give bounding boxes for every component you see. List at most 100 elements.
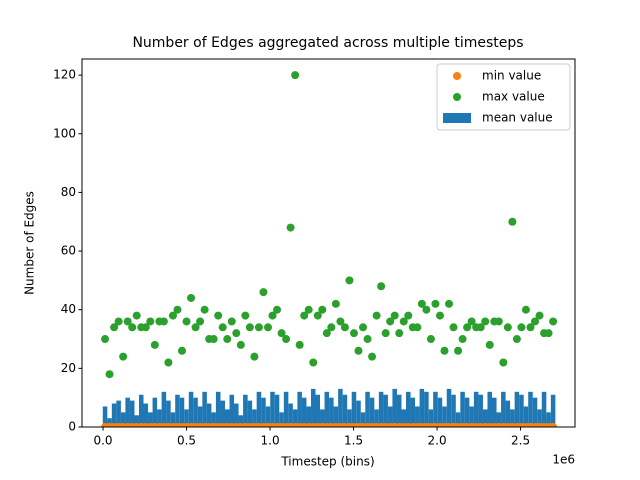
- bar: [523, 406, 529, 427]
- bar: [188, 391, 194, 427]
- point: [417, 299, 426, 308]
- point: [182, 317, 191, 326]
- bar: [550, 394, 556, 427]
- plot-area: [101, 71, 558, 427]
- point: [259, 288, 268, 297]
- point: [114, 317, 123, 326]
- point: [395, 329, 404, 338]
- bar: [469, 406, 474, 427]
- point: [146, 317, 155, 326]
- point: [300, 311, 309, 320]
- point: [123, 317, 132, 326]
- bar: [220, 400, 225, 427]
- bar: [206, 403, 212, 427]
- bar: [478, 394, 483, 427]
- bar: [111, 403, 117, 427]
- point: [110, 323, 119, 332]
- axes-frame: [81, 58, 576, 428]
- point: [359, 323, 368, 332]
- bar: [510, 409, 515, 427]
- point: [250, 352, 259, 361]
- point: [309, 358, 318, 367]
- point: [521, 305, 530, 314]
- bar: [301, 397, 307, 427]
- bar: [410, 397, 416, 427]
- bar: [347, 409, 352, 427]
- x-tick-label: 2.0: [428, 434, 447, 448]
- point: [132, 311, 141, 320]
- bar: [378, 391, 384, 427]
- bar: [406, 391, 411, 427]
- bar: [148, 412, 153, 427]
- y-tick-label: 100: [53, 126, 76, 140]
- point: [263, 323, 272, 332]
- point: [277, 329, 286, 338]
- bar: [360, 412, 366, 427]
- x-tick-label: 2.5: [511, 434, 530, 448]
- bar: [247, 400, 253, 427]
- bar: [387, 406, 393, 427]
- bar: [234, 403, 239, 427]
- bar: [541, 391, 547, 427]
- bar: [419, 388, 425, 427]
- point: [377, 282, 386, 291]
- bar: [170, 412, 176, 427]
- point: [445, 299, 454, 308]
- bar: [537, 409, 542, 427]
- y-tick-label: 40: [61, 302, 76, 316]
- x-axis-label: Timestep (bins): [280, 455, 374, 469]
- point: [345, 276, 354, 285]
- y-axis-label: Number of Edges: [23, 191, 37, 295]
- legend-swatch: [443, 113, 471, 123]
- bar: [396, 394, 402, 427]
- bar: [351, 391, 357, 427]
- x-tick-label: 0.0: [93, 434, 112, 448]
- point: [282, 335, 291, 344]
- bar: [261, 397, 266, 427]
- point: [101, 335, 110, 344]
- y-tick-label: 0: [68, 420, 76, 434]
- bar: [392, 388, 397, 427]
- bar: [310, 388, 316, 427]
- bar: [152, 397, 158, 427]
- bar: [129, 400, 135, 427]
- bar: [265, 406, 271, 427]
- point: [368, 352, 377, 361]
- point: [159, 317, 168, 326]
- bar: [107, 418, 112, 427]
- point: [196, 317, 205, 326]
- bar: [442, 406, 447, 427]
- point: [227, 317, 236, 326]
- bar: [383, 394, 388, 427]
- legend-label: min value: [482, 69, 541, 83]
- point: [318, 305, 327, 314]
- point: [426, 335, 435, 344]
- point: [485, 340, 494, 349]
- point: [481, 317, 490, 326]
- point: [431, 299, 440, 308]
- bar: [496, 412, 502, 427]
- bar: [338, 388, 343, 427]
- point: [463, 323, 472, 332]
- bar: [356, 400, 361, 427]
- point: [128, 323, 137, 332]
- bar: [157, 409, 162, 427]
- point: [517, 323, 526, 332]
- point: [105, 370, 114, 379]
- point: [449, 323, 458, 332]
- bar: [197, 406, 203, 427]
- point: [268, 311, 277, 320]
- point: [295, 340, 304, 349]
- bar: [315, 394, 321, 427]
- bar: [125, 397, 130, 427]
- bar: [306, 406, 311, 427]
- bar: [224, 409, 230, 427]
- bar: [292, 409, 298, 427]
- bar: [116, 400, 121, 427]
- bar: [166, 400, 171, 427]
- point: [336, 317, 345, 326]
- point: [467, 317, 476, 326]
- bar: [179, 397, 185, 427]
- point: [223, 335, 232, 344]
